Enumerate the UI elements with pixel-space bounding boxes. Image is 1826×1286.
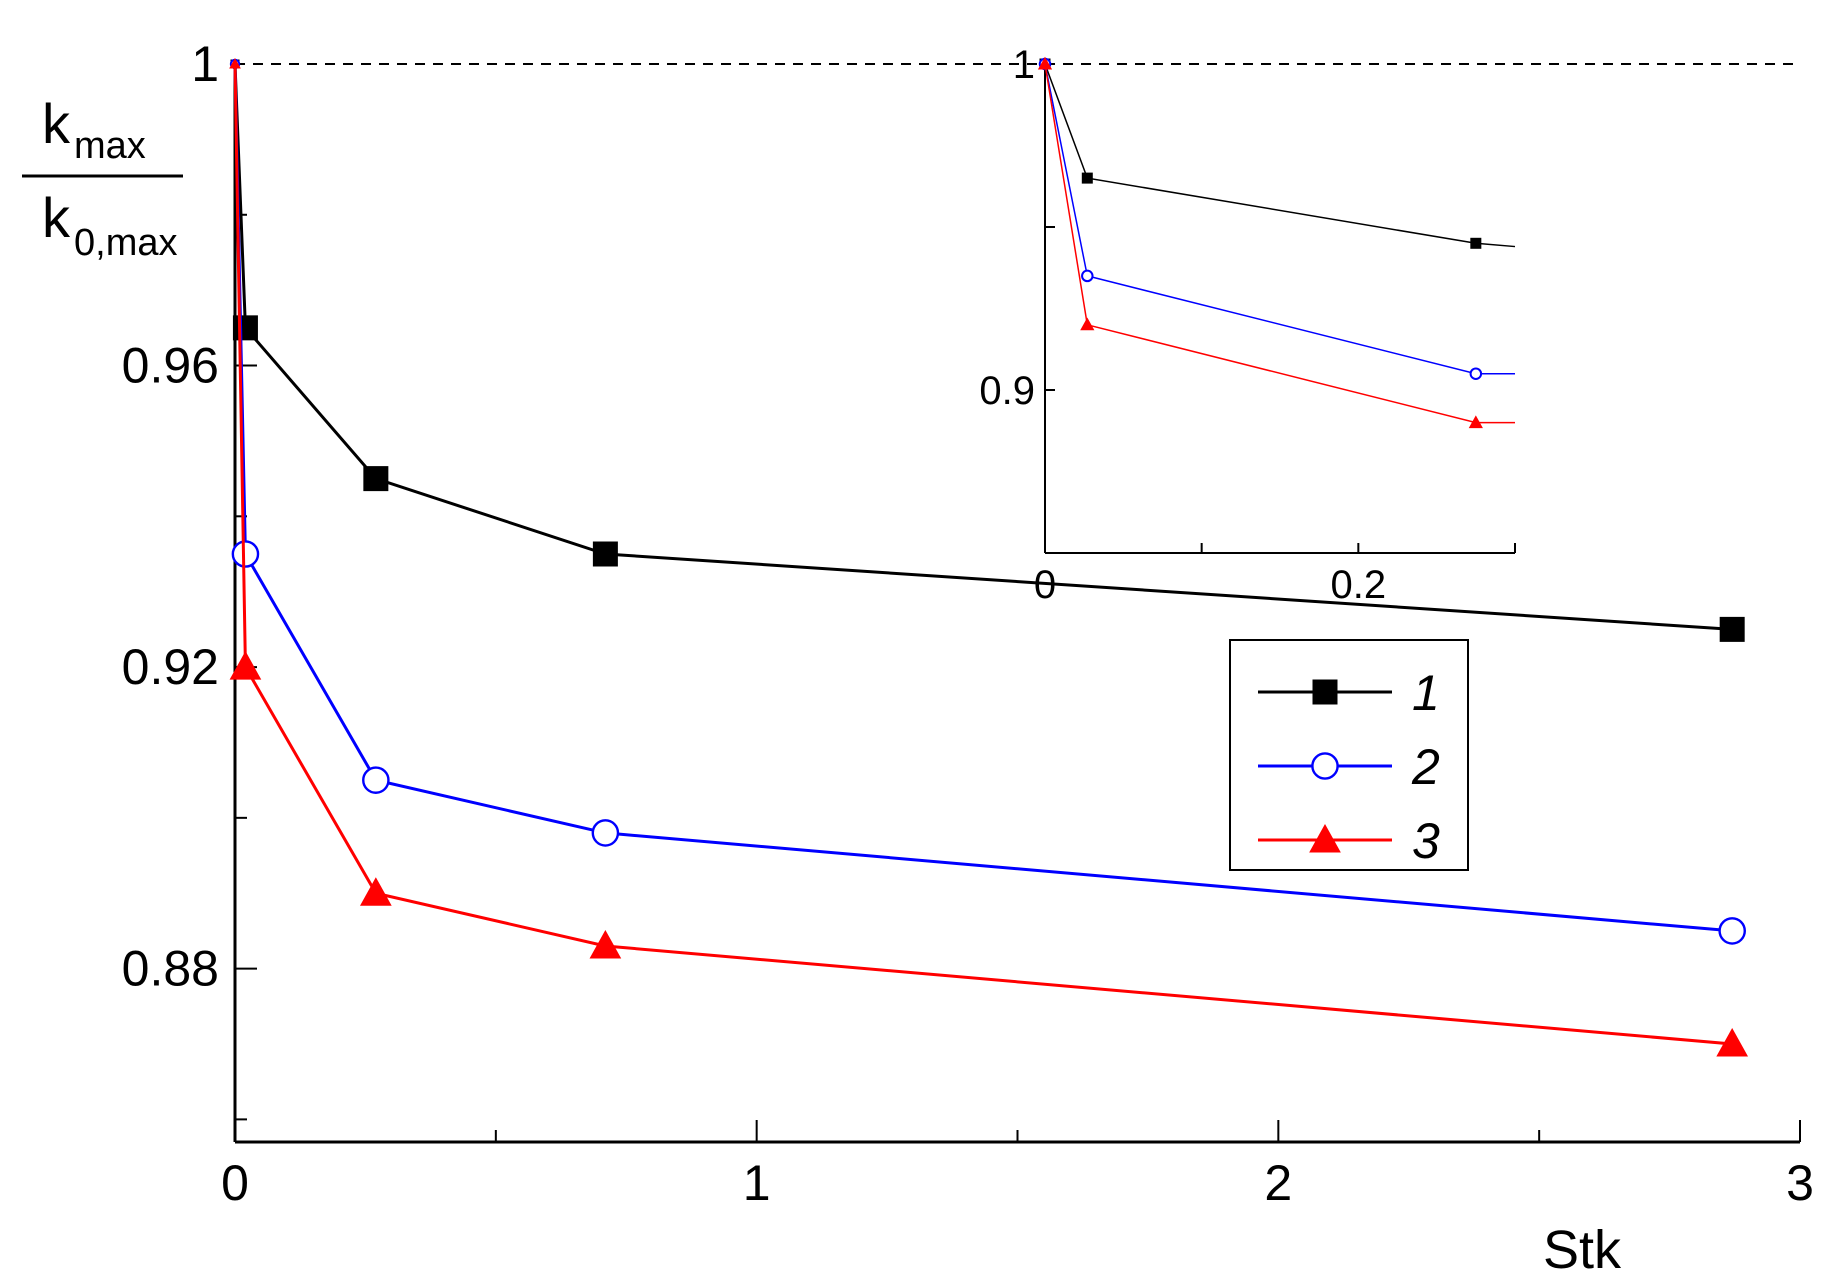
legend-box: [1229, 639, 1469, 871]
x-tick-label: 2: [1264, 1155, 1292, 1211]
series-1-point: [232, 315, 258, 341]
x-axis-label: Stk: [1543, 1220, 1622, 1280]
series-3-point: [1716, 1027, 1749, 1057]
series-3-point: [229, 57, 241, 69]
legend-label-2: 2: [1411, 739, 1440, 795]
inset-series-2-line: [1044, 63, 1515, 375]
y-label-denominator: k: [42, 186, 71, 249]
inset-plot-area: 0 0.2 0.9 1: [979, 43, 1516, 607]
inset-series-1-point: [1470, 237, 1482, 249]
inset-series-3-point: [1468, 415, 1483, 429]
y-label-numerator-sub: max: [74, 125, 146, 167]
y-tick-label: 0.88: [122, 941, 219, 997]
inset-series-3: [1037, 56, 1515, 429]
legend-item-2: 2: [1258, 739, 1440, 795]
series-1-point: [592, 541, 618, 567]
inset-series-3-point: [1037, 56, 1053, 70]
inset-series-1-point: [1081, 172, 1093, 184]
inset-x-tick-label: 0: [1034, 563, 1056, 607]
main-plot-area: 0 1 2 30.880.920.961: [122, 36, 1814, 1211]
legend-item-1: 1: [1258, 665, 1440, 721]
series-2-line: [233, 63, 1733, 933]
legend: 1 2 3: [1229, 639, 1469, 871]
legend-label-3: 3: [1412, 813, 1440, 869]
y-tick-label: 1: [191, 36, 219, 92]
series-2: [229, 58, 1746, 945]
legend-marker-2: [1311, 752, 1339, 780]
inset-series-1-line: [1044, 63, 1516, 248]
inset-series-3-point: [1080, 317, 1095, 331]
series-1-point: [363, 466, 389, 492]
inset-series-3-line: [1044, 63, 1515, 424]
series-2-point: [591, 819, 620, 847]
series-1: [230, 59, 1745, 642]
x-tick-label: 0: [221, 1155, 249, 1211]
y-label-denominator-sub: 0,max: [74, 222, 177, 264]
inset-series-2-point: [1469, 367, 1483, 380]
series-3-point: [589, 929, 622, 959]
y-tick-label: 0.96: [122, 338, 219, 394]
series-1-line: [233, 63, 1733, 631]
inset-series-1: [1039, 58, 1516, 249]
legend-marker-3: [1309, 823, 1341, 853]
x-tick-label: 1: [743, 1155, 771, 1211]
inset-y-tick-label: 0.9: [979, 369, 1035, 413]
series-3-point: [229, 651, 262, 680]
series-3-point: [360, 877, 392, 906]
inset-series-2-point: [1081, 269, 1094, 283]
series-3: [229, 57, 1749, 1057]
y-axis-label: k max k 0,max: [22, 92, 183, 264]
series-1-point: [1719, 616, 1745, 642]
y-tick-label: 0.92: [122, 639, 219, 695]
inset-series-2: [1038, 57, 1515, 380]
x-tick-label: 3: [1786, 1155, 1814, 1211]
y-label-numerator: k: [42, 92, 71, 155]
series-2-point: [1718, 917, 1746, 945]
series-2-point: [362, 766, 390, 794]
inset-x-tick-label: 0.2: [1331, 563, 1387, 607]
inset-y-tick-label: 1: [1013, 43, 1035, 87]
legend-item-3: 3: [1258, 813, 1440, 869]
series-2-point: [231, 540, 260, 568]
legend-marker-1: [1312, 679, 1338, 705]
legend-label-1: 1: [1412, 665, 1440, 721]
